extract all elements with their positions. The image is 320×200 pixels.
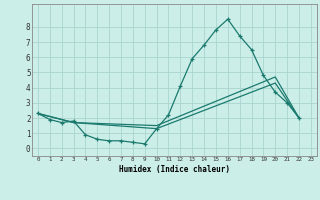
X-axis label: Humidex (Indice chaleur): Humidex (Indice chaleur) [119, 165, 230, 174]
